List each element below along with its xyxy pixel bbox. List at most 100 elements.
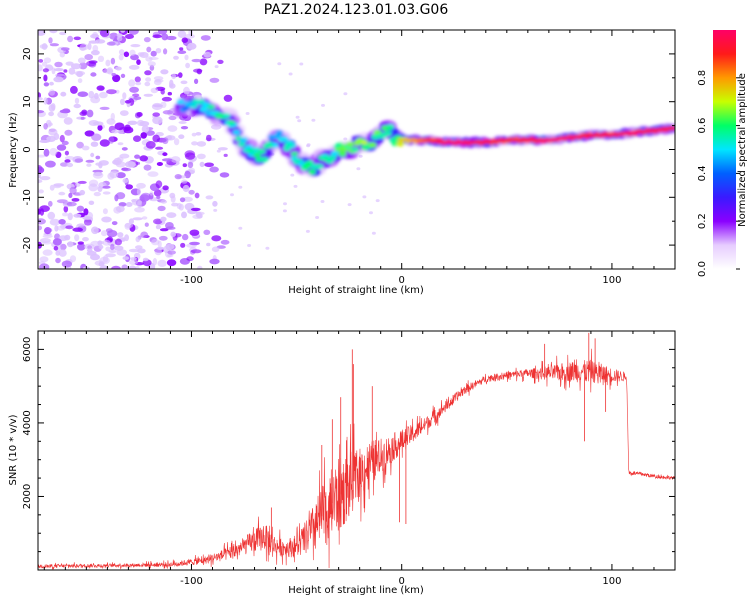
spectrogram-noise-blob bbox=[79, 189, 86, 196]
spectrogram-noise-blob bbox=[184, 54, 189, 61]
spectrogram-noise-blob bbox=[197, 153, 206, 160]
spectrogram-noise-blob bbox=[43, 97, 48, 105]
spectrogram-noise-blob bbox=[362, 195, 367, 199]
spectrogram-noise-blob bbox=[120, 30, 126, 33]
spectrogram-noise-blob bbox=[59, 31, 67, 36]
spectrogram-noise-blob bbox=[165, 222, 174, 229]
spectrogram-noise-blob bbox=[73, 103, 81, 109]
spectrogram-noise-blob bbox=[133, 96, 142, 100]
spectrogram-noise-blob bbox=[110, 243, 115, 251]
spectrogram-noise-blob bbox=[306, 143, 311, 147]
spectrogram-noise-blob bbox=[162, 110, 174, 115]
spectrogram-noise-blob bbox=[371, 231, 376, 235]
spectrogram-ridge-cell bbox=[383, 130, 392, 136]
spectrogram-noise-blob bbox=[88, 90, 95, 99]
spectrogram-noise-blob bbox=[283, 202, 287, 206]
spectrogram-ridge-core bbox=[486, 139, 494, 144]
spectrogram-noise-blob bbox=[91, 226, 99, 235]
spectrogram-noise-blob bbox=[160, 69, 169, 75]
spectrogram-noise-blob bbox=[38, 166, 44, 174]
spectrogram-noise-blob bbox=[116, 33, 123, 38]
spectrogram-noise-blob bbox=[38, 64, 43, 72]
spectrogram-ridge-cell bbox=[222, 112, 231, 119]
spectrogram-noise-blob bbox=[119, 153, 130, 159]
spectrogram-noise-blob bbox=[160, 88, 165, 95]
spectrogram-noise-blob bbox=[63, 117, 73, 125]
spectrogram-noise-blob bbox=[45, 160, 56, 168]
spectrogram-noise-blob bbox=[211, 235, 222, 242]
spectrogram-noise-blob bbox=[211, 246, 220, 253]
snr-xlabel: Height of straight line (km) bbox=[288, 585, 424, 596]
spectrogram-noise-blob bbox=[134, 154, 141, 159]
spectrogram-noise-blob bbox=[176, 202, 182, 210]
spectrogram-noise-blob bbox=[49, 147, 58, 156]
spectrogram-noise-blob bbox=[38, 59, 44, 63]
spectrogram-ridge-core bbox=[448, 140, 457, 145]
spectrogram-noise-blob bbox=[182, 233, 189, 241]
spectrogram-noise-blob bbox=[39, 256, 49, 263]
spectrogram-noise-blob bbox=[102, 68, 114, 74]
spectrogram-noise-blob bbox=[53, 183, 65, 187]
spectrogram-ridge-cell bbox=[207, 104, 216, 110]
spectrogram-noise-blob bbox=[38, 218, 46, 225]
spectrogram-noise-blob bbox=[181, 37, 188, 43]
spectrogram-noise-blob bbox=[212, 200, 218, 207]
spectrogram-noise-blob bbox=[188, 189, 195, 195]
spectrogram-noise-blob bbox=[166, 212, 177, 219]
spectrogram-noise-blob bbox=[190, 249, 202, 254]
spectrogram-noise-blob bbox=[178, 121, 187, 124]
spectrogram-noise-blob bbox=[167, 135, 172, 141]
snr-ylabel: SNR (10 * v/v) bbox=[8, 414, 19, 485]
spectrogram-noise-blob bbox=[42, 234, 53, 238]
spectrogram-noise-blob bbox=[105, 246, 111, 252]
spectrogram-noise-blob bbox=[128, 265, 137, 269]
spectrogram-noise-blob bbox=[111, 129, 119, 134]
spectrogram-ridge-core bbox=[530, 137, 539, 142]
spectrogram-noise-blob bbox=[321, 103, 325, 107]
spectrogram-noise-blob bbox=[77, 241, 85, 245]
spectrogram-noise-blob bbox=[162, 185, 169, 191]
spectrogram-noise-blob bbox=[61, 140, 69, 146]
spectrogram-noise-blob bbox=[64, 159, 71, 163]
spectrogram-noise-blob bbox=[203, 51, 212, 58]
spectrogram-noise-blob bbox=[67, 241, 74, 248]
spectrogram-noise-blob bbox=[142, 257, 149, 262]
spectrogram-noise-blob bbox=[87, 42, 92, 51]
figure-title: PAZ1.2024.123.01.03.G06 bbox=[264, 2, 449, 18]
spectrogram-ylabel: Frequency (Hz) bbox=[8, 112, 19, 188]
spectrogram-noise-blob bbox=[92, 169, 103, 173]
spectrogram-noise-blob bbox=[43, 74, 48, 82]
spectrogram-y-tick-label: 20 bbox=[22, 48, 33, 61]
spectrogram-noise-blob bbox=[43, 82, 50, 87]
spectrogram-noise-blob bbox=[110, 112, 116, 121]
spectrogram-ridge-cell bbox=[199, 106, 208, 112]
spectrogram-noise-blob bbox=[299, 62, 304, 66]
spectrogram-noise-blob bbox=[144, 70, 152, 76]
spectrogram-noise-blob bbox=[95, 155, 101, 160]
snr-frame bbox=[37, 330, 676, 571]
spectrogram-noise-blob bbox=[66, 201, 77, 207]
spectrogram-noise-blob bbox=[49, 30, 58, 34]
spectrogram-noise-blob bbox=[135, 245, 143, 250]
spectrogram-ridge-core bbox=[612, 132, 621, 137]
spectrogram-noise-blob bbox=[238, 226, 243, 230]
spectrogram-noise-blob bbox=[60, 91, 67, 97]
spectrogram-noise-blob bbox=[147, 61, 156, 67]
spectrogram-noise-blob bbox=[64, 156, 75, 160]
spectrogram-ridge-core bbox=[561, 136, 570, 140]
spectrogram-noise-blob bbox=[88, 60, 98, 64]
snr-y-tick-label: 2000 bbox=[22, 484, 33, 509]
spectrogram-noise-blob bbox=[106, 41, 116, 46]
spectrogram-noise-blob bbox=[108, 136, 115, 144]
snr-x-tick-label: 0 bbox=[399, 576, 405, 587]
spectrogram-noise-blob bbox=[71, 198, 80, 202]
spectrogram-noise-blob bbox=[179, 197, 186, 203]
spectrogram-noise-blob bbox=[80, 116, 85, 120]
spectrogram-noise-blob bbox=[43, 123, 48, 130]
spectrogram-ridge-core bbox=[542, 137, 551, 142]
spectrogram-noise-blob bbox=[38, 30, 46, 36]
spectrogram-noise-blob bbox=[125, 202, 133, 207]
spectrogram-ridge-core bbox=[416, 137, 425, 142]
spectrogram-noise-blob bbox=[152, 134, 160, 143]
spectrogram-noise-blob bbox=[42, 249, 53, 256]
